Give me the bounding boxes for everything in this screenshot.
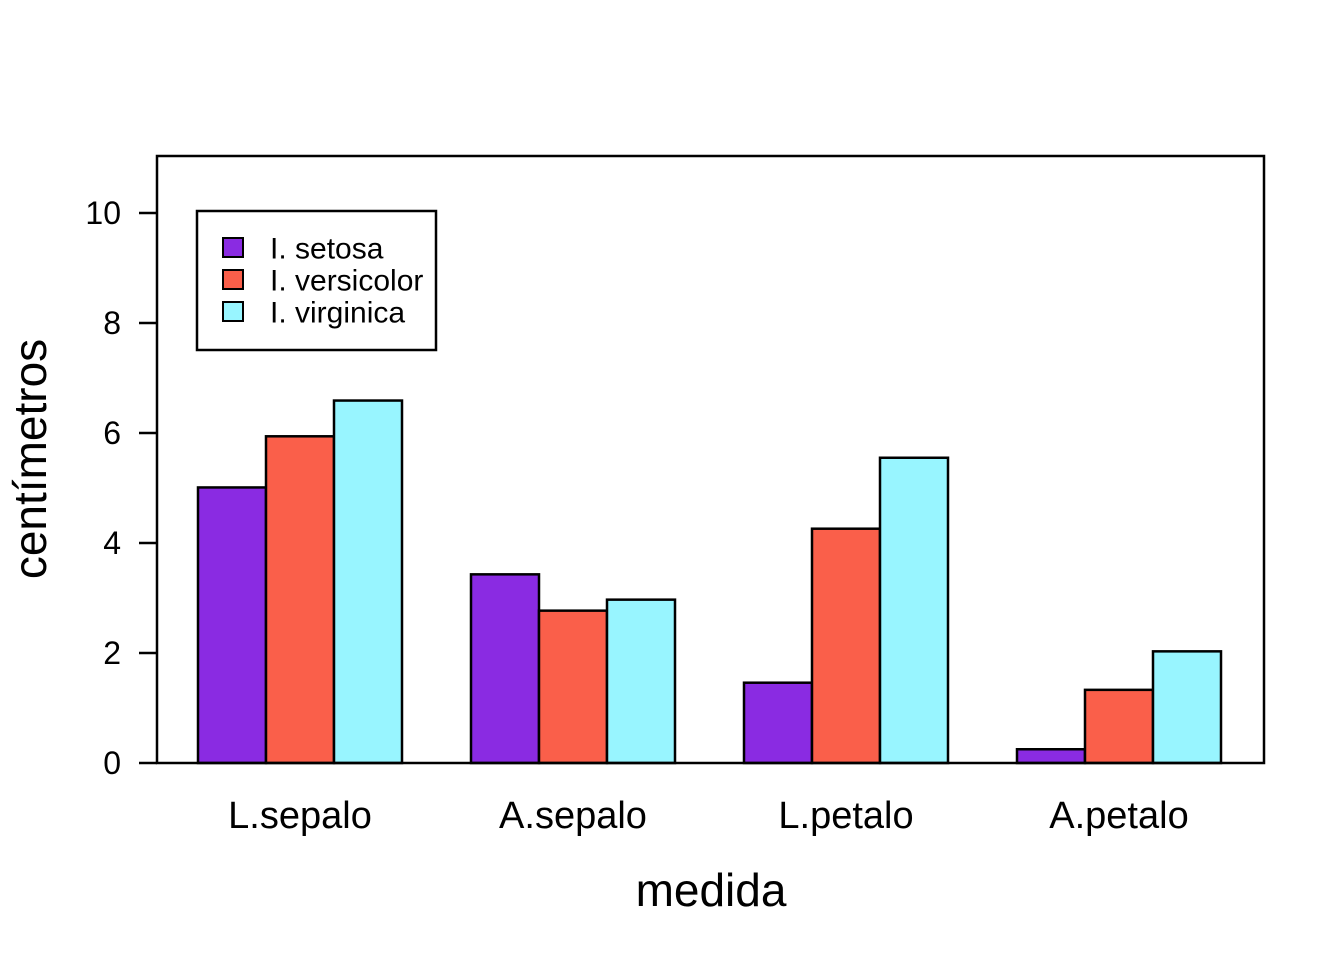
x-category-label: L.petalo <box>778 795 913 837</box>
bar-i-setosa-a.sepalo <box>469 573 541 765</box>
y-tick-label: 0 <box>103 745 121 781</box>
x-category-label: L.sepalo <box>228 795 372 837</box>
legend-swatch <box>222 301 244 322</box>
x-category-label: A.sepalo <box>499 795 647 837</box>
y-axis: 0 2 4 6 8 10 <box>85 195 157 781</box>
x-axis-title: medida <box>636 864 787 916</box>
bar-i-versicolor-l.petalo <box>810 527 882 765</box>
legend-swatch <box>222 237 244 258</box>
y-tick-label: 10 <box>85 195 121 231</box>
y-tick-label: 8 <box>103 305 121 341</box>
plot-box <box>155 154 1266 765</box>
bar-i-versicolor-a.sepalo <box>537 609 609 765</box>
legend-label: I. versicolor <box>270 265 423 298</box>
y-tick-label: 2 <box>103 635 121 671</box>
y-tick-label: 4 <box>103 525 121 561</box>
bar-i-setosa-l.sepalo <box>196 486 268 765</box>
bar-i-versicolor-a.petalo <box>1083 688 1155 765</box>
bar-i-versicolor-l.sepalo <box>264 435 336 765</box>
x-axis-categories: L.sepalo A.sepalo L.petalo A.petalo <box>228 795 1189 837</box>
bar-i-setosa-l.petalo <box>742 681 814 765</box>
legend-label: I. setosa <box>270 233 384 266</box>
y-tick-label: 6 <box>103 415 121 451</box>
bar-i-virginica-a.sepalo <box>605 598 677 765</box>
legend-swatch <box>222 269 244 290</box>
x-category-label: A.petalo <box>1049 795 1188 837</box>
bar-i-virginica-a.petalo <box>1151 650 1223 765</box>
bar-i-setosa-a.petalo <box>1015 748 1087 765</box>
bar-i-virginica-l.petalo <box>878 456 950 765</box>
bars-layer <box>196 399 1223 765</box>
legend-label: I. virginica <box>270 297 405 330</box>
y-axis-title: centímetros <box>4 339 56 579</box>
bar-i-virginica-l.sepalo <box>332 399 404 765</box>
